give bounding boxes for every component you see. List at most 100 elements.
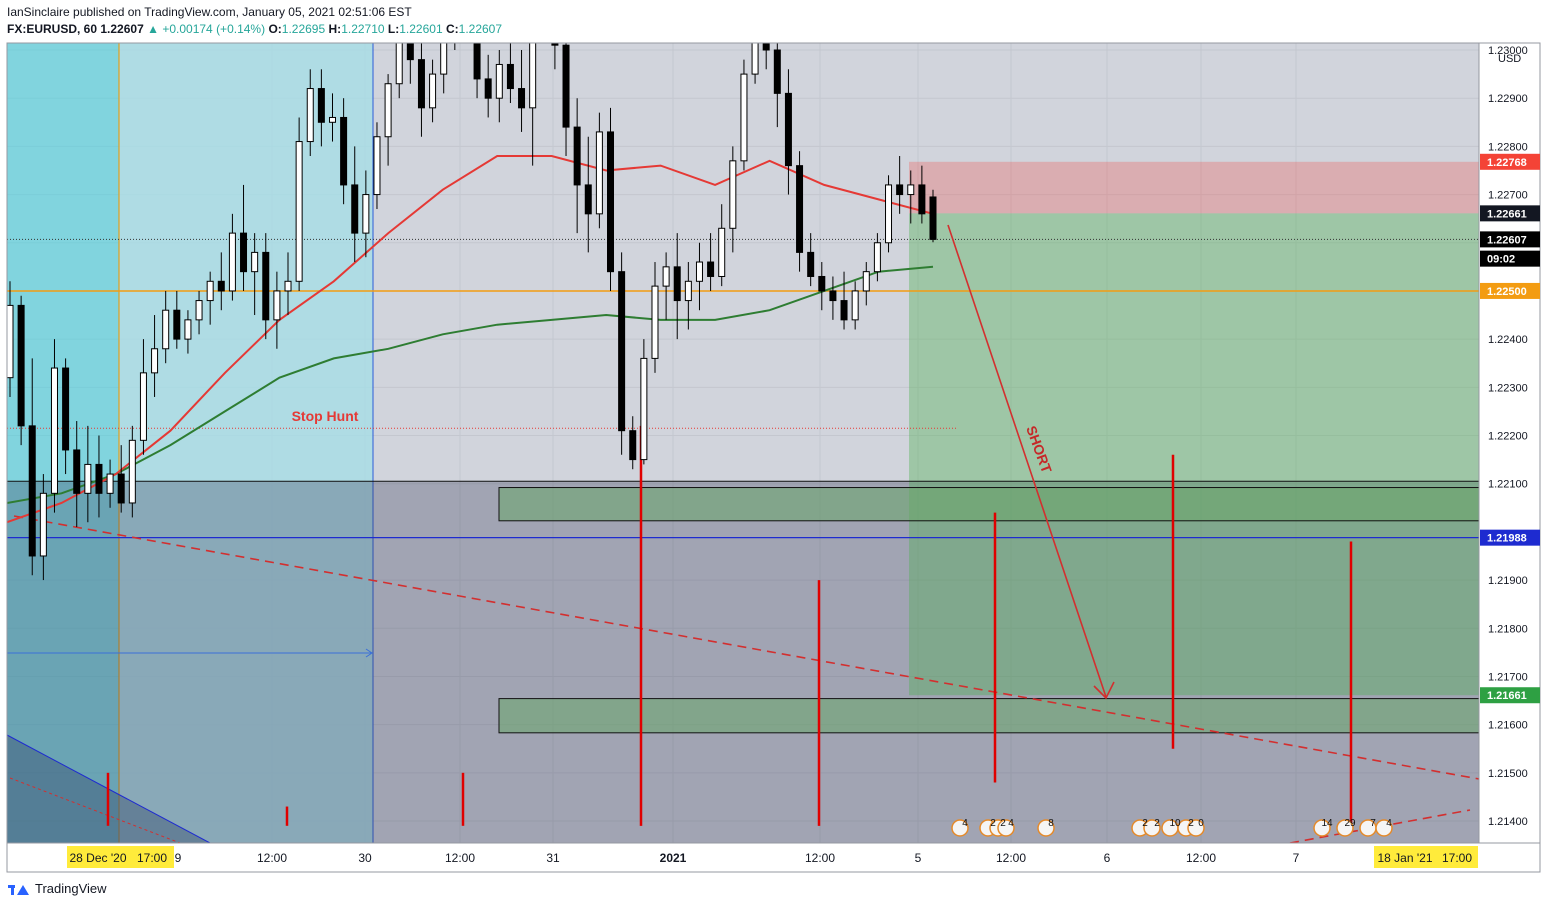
event-flag-count: 14 — [1321, 818, 1333, 829]
candle-down — [673, 266, 681, 302]
candle-up — [384, 83, 392, 138]
event-flag-icon — [1375, 819, 1393, 837]
price-badge-label: 1.22661 — [1487, 208, 1527, 220]
candle-up — [885, 184, 893, 244]
candle-down — [762, 43, 770, 51]
price-tick-label: 1.22100 — [1488, 479, 1528, 491]
symbol-name[interactable]: FX:EURUSD, 60 — [7, 22, 98, 36]
candle-up — [162, 309, 170, 350]
price-tick-label: 1.22200 — [1488, 431, 1528, 443]
price-tick-label: 1.22300 — [1488, 382, 1528, 394]
candle-up — [306, 88, 314, 143]
event-flag-count: 4 — [1008, 818, 1014, 829]
candle-down — [796, 165, 804, 253]
candle-up — [907, 184, 915, 196]
candle-up — [284, 280, 292, 292]
candle-up — [684, 280, 692, 302]
candle-up — [541, 0, 547, 11]
candle-up — [50, 367, 58, 494]
time-highlight-time: 17:00 — [137, 851, 167, 865]
price-axis — [1478, 42, 1541, 844]
event-flag-count: 7 — [1370, 818, 1376, 829]
take-profit-zone — [909, 213, 1479, 696]
candle-down — [818, 275, 826, 292]
candle-up — [195, 300, 203, 321]
price-tick-label: 1.22700 — [1488, 190, 1528, 202]
candle-up — [139, 372, 147, 441]
event-flag-count: 2 — [1000, 818, 1006, 829]
event-flag-count: 4 — [962, 818, 968, 829]
time-tick-label: 9 — [175, 851, 182, 865]
candle-up — [495, 63, 503, 99]
event-flag-icon — [1143, 819, 1161, 837]
price-tick-label: 1.22900 — [1488, 93, 1528, 105]
close-label: C: — [445, 22, 459, 36]
price-badge — [1480, 687, 1540, 704]
stop-hunt-label: Stop Hunt — [292, 408, 359, 424]
price-tick-label: 1.21700 — [1488, 671, 1528, 683]
candle-up — [640, 357, 648, 461]
time-tick-label: 2021 — [660, 851, 687, 865]
candle-down — [807, 251, 815, 277]
candle-down — [417, 59, 425, 109]
candle-down — [240, 232, 248, 273]
event-flag-count: 29 — [1344, 818, 1356, 829]
candle-down — [484, 78, 492, 99]
candle-down — [173, 309, 181, 340]
event-flag-count: 2 — [1142, 818, 1148, 829]
time-highlight-time: 17:00 — [1442, 851, 1472, 865]
candle-down — [551, 43, 559, 46]
event-flag-count: 10 — [1169, 818, 1181, 829]
time-highlight-date: 28 Dec '20 — [70, 851, 127, 865]
candle-up — [429, 73, 437, 109]
price-badge — [1480, 153, 1540, 170]
time-tick-label: 6 — [1104, 851, 1111, 865]
price-tick-label: 1.21500 — [1488, 768, 1528, 780]
price-badge-label: 1.22768 — [1487, 157, 1527, 169]
candle-up — [452, 0, 458, 26]
candle-up — [295, 141, 303, 282]
price-badge-label: 1.21661 — [1487, 690, 1527, 702]
event-flag-icon — [1187, 819, 1205, 837]
candle-down — [463, 0, 469, 21]
event-flag-icon — [951, 819, 969, 837]
candle-down — [506, 63, 514, 90]
time-tick-label: 12:00 — [1186, 851, 1216, 865]
high-label: H: — [328, 22, 342, 36]
candle-up — [651, 285, 659, 359]
candle-up — [740, 73, 748, 162]
candle-up — [39, 492, 47, 557]
time-tick-label: 12:00 — [445, 851, 475, 865]
candle-down — [117, 473, 125, 504]
time-axis — [6, 842, 1541, 873]
candle-up — [529, 43, 537, 109]
price-badge — [1480, 529, 1540, 546]
candle-down — [829, 290, 837, 302]
event-flag-count: 2 — [1154, 818, 1160, 829]
candle-down — [573, 126, 581, 186]
event-flag-count: 2 — [990, 818, 996, 829]
price-badge — [1480, 205, 1540, 222]
time-tick-label: 12:00 — [257, 851, 287, 865]
short-arrow-head — [1093, 681, 1115, 700]
open-value: 1.22695 — [281, 22, 326, 36]
footer-brand[interactable]: TradingView — [35, 881, 107, 896]
candle-up — [151, 348, 159, 374]
candle-up — [84, 463, 92, 494]
price-badge-label: 1.22500 — [1487, 286, 1527, 298]
price-badge-label: 1.22607 — [1487, 234, 1527, 246]
candle-up — [851, 290, 859, 321]
symbol-info-bar: FX:EURUSD, 60 1.22607 ▲ +0.00174 (+0.14%… — [7, 22, 502, 36]
event-flag-count: 4 — [1386, 818, 1392, 829]
price-change: +0.00174 (+0.14%) — [162, 22, 266, 36]
price-tick-label: 1.21400 — [1488, 816, 1528, 828]
candle-up — [106, 473, 114, 494]
candle-down — [784, 92, 792, 167]
candle-up — [228, 232, 236, 292]
price-badge — [1480, 282, 1540, 299]
footer: TradingView — [8, 881, 107, 896]
candle-down — [317, 88, 325, 123]
candle-up — [695, 261, 703, 282]
candle-up — [273, 290, 281, 321]
